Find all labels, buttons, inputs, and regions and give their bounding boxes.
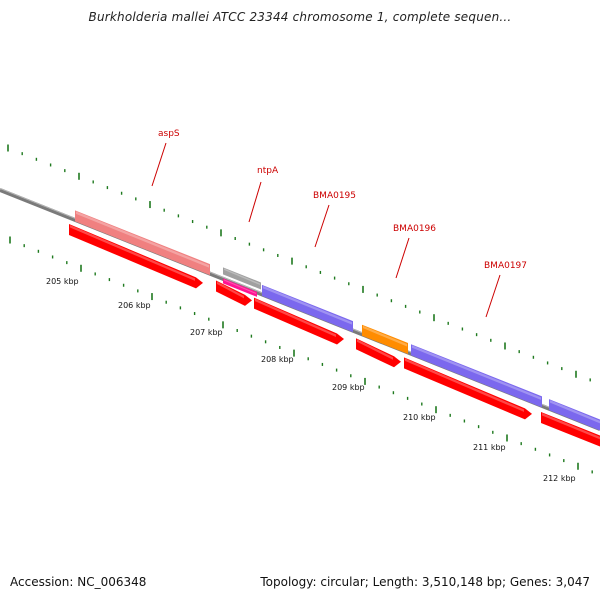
cds-feature-ntpA[interactable] xyxy=(216,280,252,306)
cds-feature-aspS[interactable] xyxy=(69,223,203,289)
gene-label-BMA0196[interactable]: BMA0196 xyxy=(393,224,436,234)
gene-feature-BMA0195-highlight xyxy=(263,285,352,325)
cds-feature-ntpA-highlight xyxy=(217,281,244,299)
gene-feature-small-magenta[interactable] xyxy=(223,278,257,297)
gene-feature-ntpA[interactable] xyxy=(223,267,261,290)
cds-feature-next-highlight xyxy=(542,412,600,440)
accession-text: Accession: NC_006348 xyxy=(10,575,147,589)
gene-feature-BMA0197[interactable] xyxy=(411,344,542,408)
gene-feature-track xyxy=(75,210,600,432)
scale-label: 208 kbp xyxy=(261,355,294,364)
upper-tick-row xyxy=(7,144,591,382)
leader-line-BMA0197 xyxy=(485,274,501,318)
cds-feature-BMA0195[interactable] xyxy=(254,297,344,345)
cds-feature-aspS-highlight xyxy=(70,224,195,281)
scale-label: 211 kbp xyxy=(473,443,506,452)
lower-tick-row xyxy=(9,236,593,474)
leader-line-BMA0196 xyxy=(395,237,410,279)
cds-feature-BMA0197[interactable] xyxy=(404,357,532,420)
scale-label: 212 kbp xyxy=(543,474,576,483)
gene-feature-BMA0196-highlight xyxy=(363,325,407,347)
gene-label-ntpA[interactable]: ntpA xyxy=(257,166,279,176)
scale-label: 209 kbp xyxy=(332,383,365,392)
gene-label-layer: aspS ntpA BMA0195 BMA0196 BMA0197 xyxy=(151,129,527,318)
leader-line-aspS xyxy=(151,142,167,187)
scale-label-layer: 205 kbp 206 kbp 207 kbp 208 kbp 209 kbp … xyxy=(46,277,576,483)
gene-feature-small-magenta-highlight xyxy=(224,279,256,294)
genome-summary-text: Topology: circular; Length: 3,510,148 bp… xyxy=(260,575,590,589)
gene-feature-next-highlight xyxy=(550,400,600,424)
cds-feature-BMA0195-highlight xyxy=(255,298,336,338)
gene-feature-aspS-highlight xyxy=(76,211,209,268)
cds-feature-track xyxy=(69,223,600,448)
cds-feature-BMA0196-highlight xyxy=(357,339,393,360)
scale-label: 206 kbp xyxy=(118,301,151,310)
leader-line-BMA0195 xyxy=(314,204,330,248)
gene-label-BMA0195[interactable]: BMA0195 xyxy=(313,191,356,201)
cds-feature-BMA0197-highlight xyxy=(405,358,524,412)
gene-label-BMA0197[interactable]: BMA0197 xyxy=(484,261,527,271)
gene-feature-BMA0196[interactable] xyxy=(362,324,408,355)
cds-feature-next[interactable] xyxy=(541,411,600,448)
scale-label: 207 kbp xyxy=(190,328,223,337)
gene-label-aspS[interactable]: aspS xyxy=(158,129,180,139)
leader-line-ntpA xyxy=(248,181,262,223)
cds-feature-BMA0196[interactable] xyxy=(356,338,401,368)
page-title: Burkholderia mallei ATCC 23344 chromosom… xyxy=(88,10,512,24)
scale-label: 205 kbp xyxy=(46,277,79,286)
gene-feature-ntpA-highlight xyxy=(224,268,260,286)
gene-feature-BMA0197-highlight xyxy=(412,345,541,400)
gene-feature-BMA0195[interactable] xyxy=(262,284,353,333)
gene-feature-next[interactable] xyxy=(549,399,600,432)
gene-feature-aspS[interactable] xyxy=(75,210,210,276)
scale-label: 210 kbp xyxy=(403,413,436,422)
